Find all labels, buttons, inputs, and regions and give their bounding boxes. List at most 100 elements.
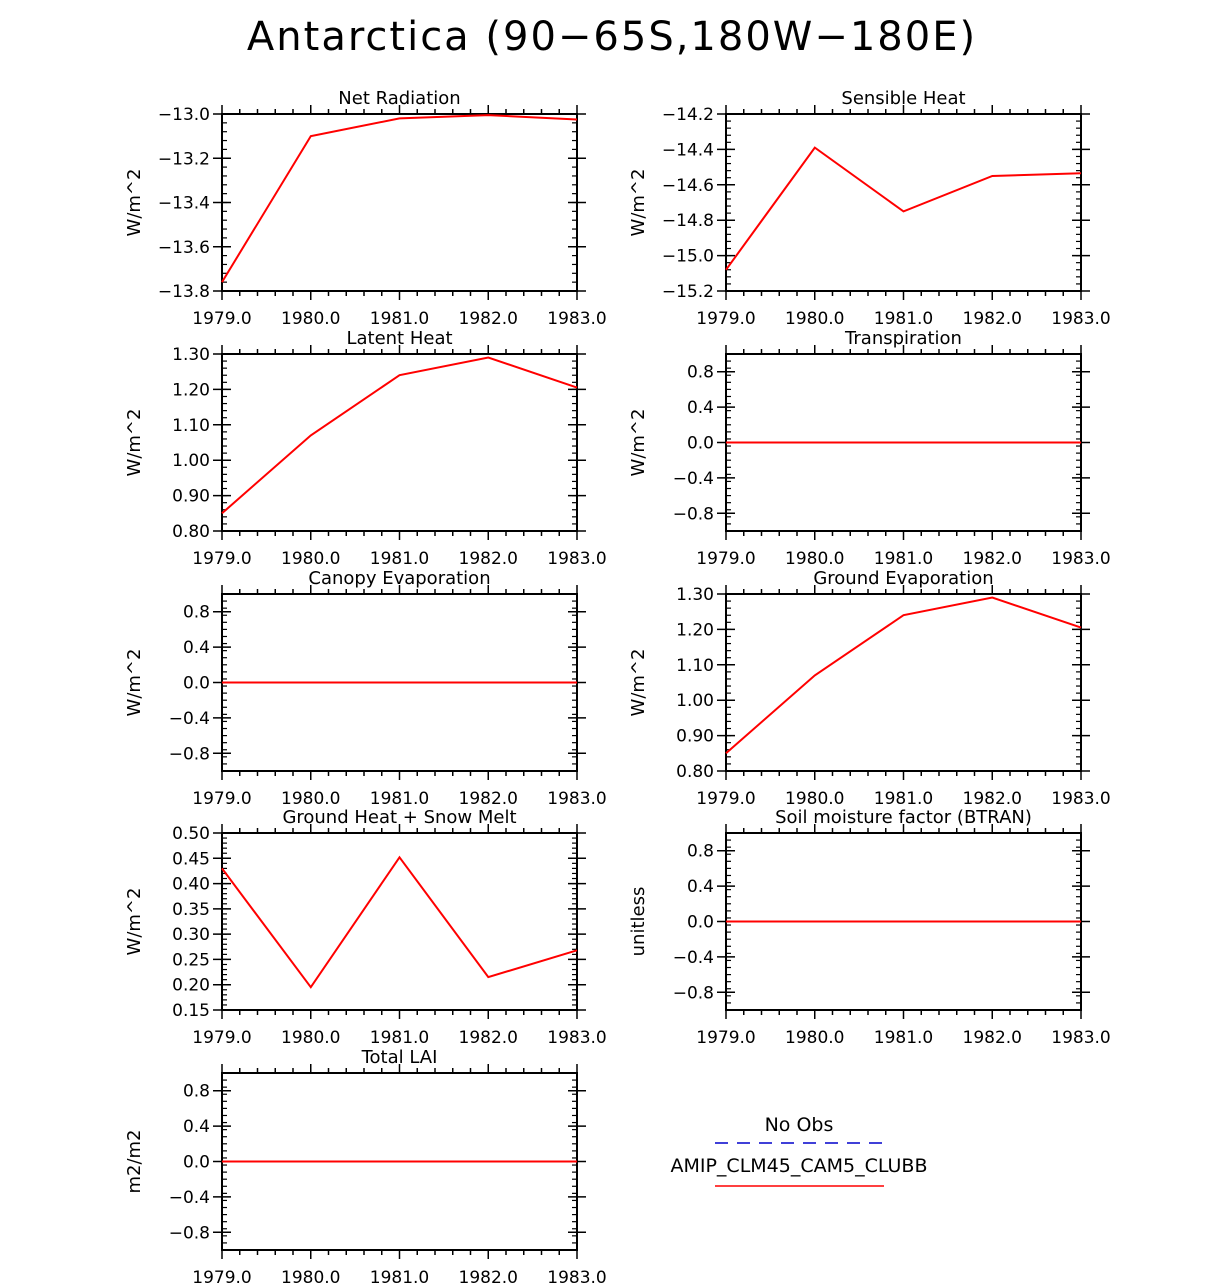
y-tick-label: 0.25 [172,950,210,970]
x-tick-label: 1979.0 [192,309,251,329]
y-tick-label: −15.0 [662,247,714,267]
x-tick-label: 1979.0 [696,309,755,329]
x-tick-label: 1983.0 [1051,549,1110,569]
series-line [725,596,1082,755]
panel-title: Sensible Heat [841,88,965,109]
panel-title: Ground Heat + Snow Melt [282,807,516,828]
x-tick-label: 1983.0 [1051,309,1110,329]
x-tick-label: 1982.0 [963,1028,1022,1048]
x-tick-label: 1979.0 [192,1028,251,1048]
y-tick-label: 1.00 [676,691,714,711]
panel-frame [725,113,1082,292]
y-tick-label: −13.0 [158,105,210,125]
panel-frame [725,593,1082,772]
y-tick-label: −0.4 [673,469,714,489]
legend-label-obs: No Obs [765,1114,834,1136]
y-tick-label: 0.4 [687,877,714,897]
y-tick-label: −13.8 [158,282,210,302]
y-tick-label: −13.2 [158,149,210,169]
y-tick-label: 0.50 [172,824,210,844]
x-tick-label: 1979.0 [192,789,251,809]
y-tick-label: −15.2 [662,282,714,302]
series-line [221,356,578,515]
y-tick-label: −0.8 [673,983,714,1003]
x-tick-label: 1979.0 [192,549,251,569]
x-tick-label: 1983.0 [547,1268,606,1285]
y-tick-label: 0.0 [183,674,210,694]
panel-frame [221,113,578,292]
y-tick-label: 1.10 [172,416,210,436]
y-axis-label: unitless [628,887,649,957]
x-tick-label: 1979.0 [696,789,755,809]
y-tick-label: −0.8 [169,1223,210,1243]
y-axis-label: W/m^2 [628,649,649,717]
x-tick-label: 1983.0 [547,549,606,569]
x-tick-label: 1982.0 [459,1028,518,1048]
y-tick-label: 0.0 [687,434,714,454]
x-tick-label: 1981.0 [370,1028,429,1048]
x-tick-label: 1979.0 [696,549,755,569]
y-axis-label: W/m^2 [124,888,145,956]
x-tick-label: 1980.0 [281,1028,340,1048]
x-tick-label: 1981.0 [874,549,933,569]
y-tick-label: 0.8 [183,1082,210,1102]
x-tick-label: 1981.0 [370,1268,429,1285]
y-tick-label: 0.4 [687,398,714,418]
y-tick-label: 0.80 [676,762,714,782]
figure-title: Antarctica (90−65S,180W−180E) [246,14,978,60]
y-tick-label: 0.90 [676,727,714,747]
x-tick-label: 1980.0 [785,789,844,809]
y-tick-label: 0.35 [172,900,210,920]
panel-title: Soil moisture factor (BTRAN) [775,807,1032,828]
x-tick-label: 1980.0 [785,549,844,569]
y-tick-label: −13.6 [158,238,210,258]
x-tick-label: 1979.0 [696,1028,755,1048]
x-tick-label: 1983.0 [1051,789,1110,809]
y-tick-label: 0.20 [172,976,210,996]
y-tick-label: 0.4 [183,638,210,658]
y-tick-label: −14.8 [662,211,714,231]
x-tick-label: 1981.0 [874,309,933,329]
y-axis-label: W/m^2 [124,409,145,477]
x-tick-label: 1982.0 [963,309,1022,329]
legend-label-model: AMIP_CLM45_CAM5_CLUBB [670,1155,927,1177]
x-tick-label: 1983.0 [1051,1028,1110,1048]
panel-title: Net Radiation [338,88,460,109]
x-tick-label: 1982.0 [963,789,1022,809]
y-tick-label: −0.8 [169,744,210,764]
y-tick-label: 0.8 [687,363,714,383]
x-tick-label: 1981.0 [874,789,933,809]
y-tick-label: 0.8 [183,603,210,623]
panel-title: Latent Heat [346,328,452,349]
panel-frame [221,353,578,532]
y-tick-label: 0.90 [172,487,210,507]
y-axis-label: m2/m2 [124,1129,145,1193]
x-tick-label: 1980.0 [785,309,844,329]
x-tick-label: 1980.0 [281,1268,340,1285]
x-tick-label: 1981.0 [874,1028,933,1048]
y-axis-label: W/m^2 [628,169,649,237]
series-line [725,146,1082,271]
y-tick-label: 1.30 [172,345,210,365]
y-tick-label: 0.45 [172,849,210,869]
x-tick-label: 1982.0 [459,1268,518,1285]
y-tick-label: 0.8 [687,842,714,862]
x-tick-label: 1979.0 [192,1268,251,1285]
x-tick-label: 1982.0 [963,549,1022,569]
y-tick-label: 1.20 [172,380,210,400]
x-tick-label: 1980.0 [281,309,340,329]
panel-title: Transpiration [844,328,962,349]
series-line [221,114,578,283]
y-tick-label: −14.6 [662,176,714,196]
y-tick-label: 1.10 [676,656,714,676]
series-line [221,855,578,989]
y-tick-label: 0.0 [183,1153,210,1173]
x-tick-label: 1980.0 [281,549,340,569]
y-tick-label: 1.30 [676,585,714,605]
y-axis-label: W/m^2 [124,649,145,717]
x-tick-label: 1981.0 [370,309,429,329]
y-tick-label: 0.30 [172,925,210,945]
x-tick-label: 1983.0 [547,309,606,329]
y-tick-label: 1.00 [172,451,210,471]
